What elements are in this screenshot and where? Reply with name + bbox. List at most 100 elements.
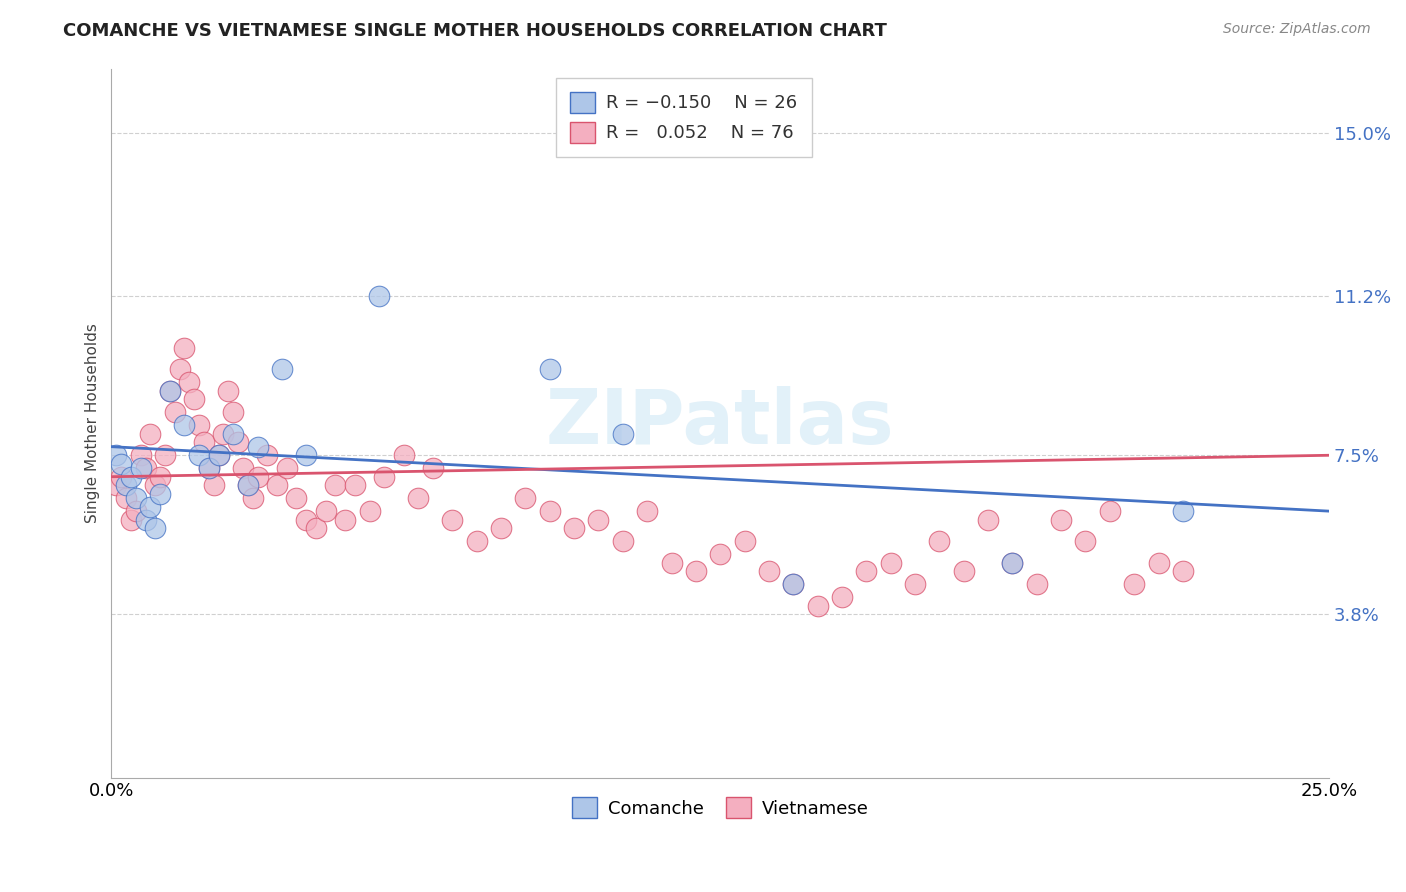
Point bbox=[159, 384, 181, 398]
Point bbox=[782, 577, 804, 591]
Point bbox=[782, 577, 804, 591]
Point bbox=[359, 504, 381, 518]
Point bbox=[285, 491, 308, 506]
Point bbox=[236, 478, 259, 492]
Point bbox=[807, 599, 830, 613]
Point bbox=[110, 457, 132, 471]
Point bbox=[368, 289, 391, 303]
Point bbox=[198, 461, 221, 475]
Point bbox=[125, 504, 148, 518]
Point bbox=[441, 513, 464, 527]
Point bbox=[928, 534, 950, 549]
Point bbox=[120, 469, 142, 483]
Point bbox=[143, 478, 166, 492]
Point bbox=[139, 426, 162, 441]
Point bbox=[207, 448, 229, 462]
Point bbox=[1025, 577, 1047, 591]
Point bbox=[1098, 504, 1121, 518]
Point bbox=[115, 491, 138, 506]
Point bbox=[242, 491, 264, 506]
Point bbox=[169, 362, 191, 376]
Point bbox=[685, 564, 707, 578]
Point bbox=[904, 577, 927, 591]
Point bbox=[129, 448, 152, 462]
Point bbox=[562, 521, 585, 535]
Point bbox=[120, 513, 142, 527]
Point bbox=[217, 384, 239, 398]
Point bbox=[636, 504, 658, 518]
Point bbox=[134, 461, 156, 475]
Point bbox=[193, 435, 215, 450]
Point bbox=[105, 478, 128, 492]
Point bbox=[183, 392, 205, 407]
Y-axis label: Single Mother Households: Single Mother Households bbox=[86, 323, 100, 523]
Point bbox=[709, 547, 731, 561]
Point bbox=[1147, 556, 1170, 570]
Point bbox=[1123, 577, 1146, 591]
Point bbox=[256, 448, 278, 462]
Point bbox=[1171, 504, 1194, 518]
Point bbox=[952, 564, 974, 578]
Point bbox=[139, 500, 162, 514]
Point bbox=[661, 556, 683, 570]
Point bbox=[295, 513, 318, 527]
Point bbox=[143, 521, 166, 535]
Point bbox=[212, 426, 235, 441]
Point bbox=[222, 405, 245, 419]
Point bbox=[422, 461, 444, 475]
Point bbox=[489, 521, 512, 535]
Point bbox=[236, 478, 259, 492]
Point bbox=[406, 491, 429, 506]
Point bbox=[149, 469, 172, 483]
Point bbox=[173, 341, 195, 355]
Point bbox=[188, 418, 211, 433]
Point bbox=[173, 418, 195, 433]
Point bbox=[734, 534, 756, 549]
Point bbox=[246, 469, 269, 483]
Text: Source: ZipAtlas.com: Source: ZipAtlas.com bbox=[1223, 22, 1371, 37]
Point bbox=[1050, 513, 1073, 527]
Legend: Comanche, Vietnamese: Comanche, Vietnamese bbox=[565, 790, 876, 825]
Point bbox=[202, 478, 225, 492]
Point bbox=[266, 478, 288, 492]
Point bbox=[276, 461, 298, 475]
Point bbox=[110, 469, 132, 483]
Point bbox=[295, 448, 318, 462]
Point bbox=[831, 590, 853, 604]
Point bbox=[232, 461, 254, 475]
Point bbox=[226, 435, 249, 450]
Text: ZIPatlas: ZIPatlas bbox=[546, 386, 894, 460]
Point bbox=[153, 448, 176, 462]
Point bbox=[335, 513, 357, 527]
Point bbox=[465, 534, 488, 549]
Point bbox=[105, 448, 128, 462]
Point bbox=[125, 491, 148, 506]
Point bbox=[588, 513, 610, 527]
Point bbox=[325, 478, 347, 492]
Point bbox=[179, 375, 201, 389]
Point bbox=[879, 556, 901, 570]
Point bbox=[198, 461, 221, 475]
Point bbox=[758, 564, 780, 578]
Point bbox=[373, 469, 395, 483]
Point bbox=[115, 478, 138, 492]
Point bbox=[246, 440, 269, 454]
Point bbox=[134, 513, 156, 527]
Point bbox=[538, 362, 561, 376]
Point bbox=[1171, 564, 1194, 578]
Point bbox=[392, 448, 415, 462]
Point bbox=[163, 405, 186, 419]
Point bbox=[159, 384, 181, 398]
Point bbox=[270, 362, 292, 376]
Point bbox=[612, 534, 634, 549]
Point bbox=[305, 521, 328, 535]
Point bbox=[149, 487, 172, 501]
Point bbox=[1001, 556, 1024, 570]
Point bbox=[222, 426, 245, 441]
Point bbox=[977, 513, 1000, 527]
Point bbox=[538, 504, 561, 518]
Point bbox=[855, 564, 877, 578]
Text: COMANCHE VS VIETNAMESE SINGLE MOTHER HOUSEHOLDS CORRELATION CHART: COMANCHE VS VIETNAMESE SINGLE MOTHER HOU… bbox=[63, 22, 887, 40]
Point bbox=[1074, 534, 1097, 549]
Point bbox=[188, 448, 211, 462]
